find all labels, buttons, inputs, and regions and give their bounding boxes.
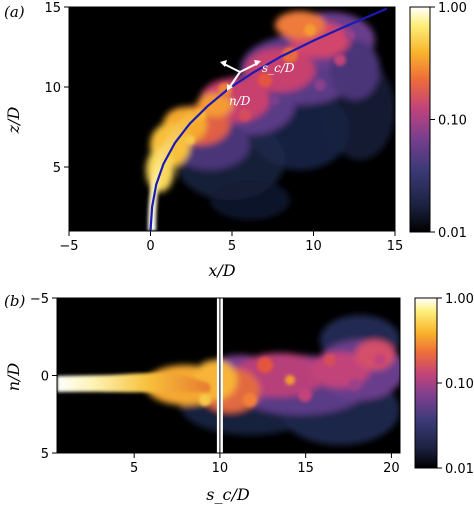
panel-b-xtick-label: 10 <box>212 461 229 476</box>
sc-annotation: s_c/D <box>262 61 295 75</box>
panel-b-colorbar-tick-label: 0.01 <box>445 462 474 477</box>
panel-b-label: (b) <box>4 292 25 310</box>
panel-a-ytick-label: 15 <box>44 1 61 16</box>
panel-a-xtick-label: 0 <box>146 239 154 254</box>
panel-a: (a) <box>4 1 467 280</box>
panel-b-colorbar <box>414 297 438 469</box>
n-annotation: n/D <box>229 94 251 108</box>
panel-a-colorbar-tick-label: 1.00 <box>438 1 467 16</box>
panel-a-ytick-label: 5 <box>53 161 61 176</box>
panel-b-ylabel: n/D <box>4 363 23 392</box>
panel-b-xtick-label: 5 <box>130 461 138 476</box>
n-arrow <box>228 71 241 89</box>
panel-a-ytick-label: 10 <box>44 81 61 96</box>
panel-b-xtick-label: 20 <box>383 461 400 476</box>
panel-b-colorbar-tick-label: 1.00 <box>445 292 474 307</box>
panel-a-colorbar-tick-label: 0.10 <box>438 114 467 129</box>
arrowhead-1 <box>220 60 227 67</box>
panel-b-colorbar-tick-label: 0.10 <box>445 377 474 392</box>
panel-b-field <box>57 298 400 453</box>
panel-a-ylabel: z/D <box>4 107 23 135</box>
panel-b-xtick-label: 15 <box>297 461 314 476</box>
panel-b-xlabel: s_c/D <box>206 485 250 504</box>
panel-a-axes: −5 0 5 10 15 5 10 15 <box>44 1 403 254</box>
panel-b-axes: 5 10 15 20 −5 0 5 <box>30 292 400 476</box>
jet-core <box>148 112 198 231</box>
panel-a-colorbar <box>409 6 431 233</box>
panel-a-xlabel: x/D <box>208 261 235 280</box>
trajectory-line <box>149 7 388 231</box>
local-axes-annotation <box>220 60 261 91</box>
arrowhead-3 <box>227 84 233 91</box>
sc-arrow-forward <box>239 62 259 73</box>
jet-core-b <box>57 373 210 393</box>
panel-b-ytick-label: 0 <box>41 370 49 385</box>
panel-b-colorbar-ticks: 1.00 0.10 0.01 <box>437 292 474 477</box>
panel-a-label: (a) <box>4 3 25 21</box>
panel-b-ytick-label: 5 <box>41 447 49 462</box>
panel-b: (b) <box>4 292 474 504</box>
panel-a-xtick-label: 15 <box>387 239 404 254</box>
panel-a-colorbar-tick-label: 0.01 <box>438 226 467 241</box>
panel-a-xtick-label: 10 <box>305 239 322 254</box>
panel-a-xtick-label: 5 <box>228 239 236 254</box>
panel-a-colorbar-ticks: 1.00 0.10 0.01 <box>430 1 467 241</box>
panel-a-xtick-label: −5 <box>59 239 78 254</box>
arrowhead-2 <box>254 60 261 66</box>
panel-b-ytick-label: −5 <box>30 292 49 307</box>
